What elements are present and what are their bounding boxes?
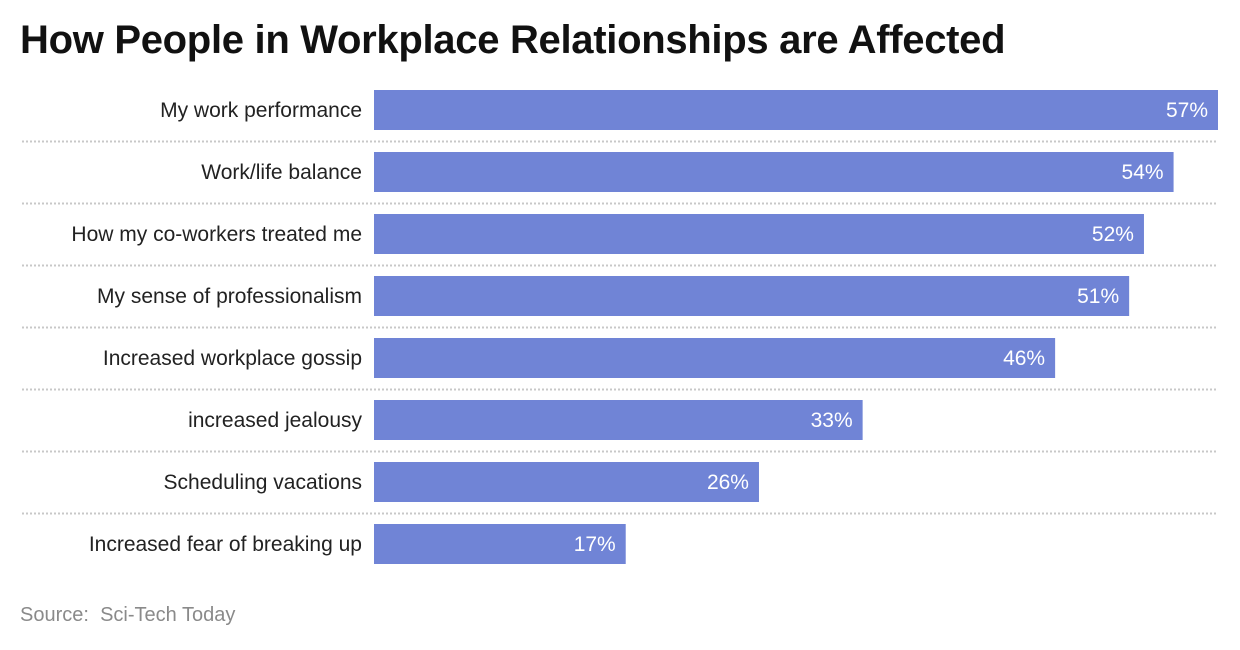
category-label: Work/life balance bbox=[201, 161, 362, 184]
source-note: Source: Sci-Tech Today bbox=[20, 604, 235, 627]
bar bbox=[374, 400, 863, 440]
category-label: Increased fear of breaking up bbox=[89, 533, 362, 556]
category-label: Scheduling vacations bbox=[164, 471, 362, 494]
bar bbox=[374, 524, 626, 564]
value-label: 54% bbox=[1122, 161, 1164, 184]
category-label: Increased workplace gossip bbox=[103, 347, 362, 370]
value-label: 17% bbox=[574, 533, 616, 556]
bar bbox=[374, 152, 1174, 192]
category-label: My sense of professionalism bbox=[97, 285, 362, 308]
source-label: Source: bbox=[20, 604, 89, 626]
bar bbox=[374, 462, 759, 502]
source-name: Sci-Tech Today bbox=[100, 604, 236, 626]
value-label: 52% bbox=[1092, 223, 1134, 246]
value-label: 26% bbox=[707, 471, 749, 494]
value-label: 46% bbox=[1003, 347, 1045, 370]
category-label: My work performance bbox=[160, 99, 362, 122]
bar bbox=[374, 214, 1144, 254]
bar bbox=[374, 276, 1130, 316]
value-label: 57% bbox=[1166, 99, 1208, 122]
category-label: increased jealousy bbox=[188, 409, 362, 432]
bar bbox=[374, 338, 1056, 378]
value-label: 51% bbox=[1077, 285, 1119, 308]
chart-title: How People in Workplace Relationships ar… bbox=[20, 18, 1006, 62]
bar-chart: My work performance 57% Work/life balance 5… bbox=[22, 90, 1218, 564]
category-label: How my co-workers treated me bbox=[71, 223, 362, 246]
bar bbox=[374, 90, 1218, 130]
value-label: 33% bbox=[811, 409, 853, 432]
